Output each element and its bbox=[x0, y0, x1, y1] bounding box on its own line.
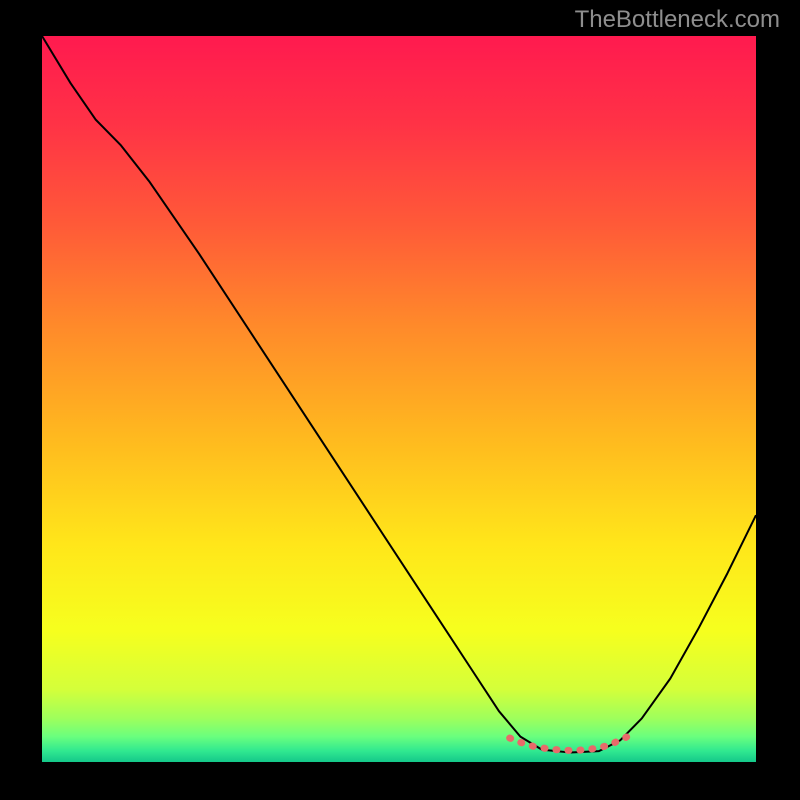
watermark-text: TheBottleneck.com bbox=[575, 6, 780, 34]
plot-background bbox=[42, 36, 756, 762]
plot-area bbox=[42, 36, 756, 762]
chart-frame: TheBottleneck.com bbox=[0, 0, 800, 800]
chart-svg bbox=[42, 36, 756, 762]
